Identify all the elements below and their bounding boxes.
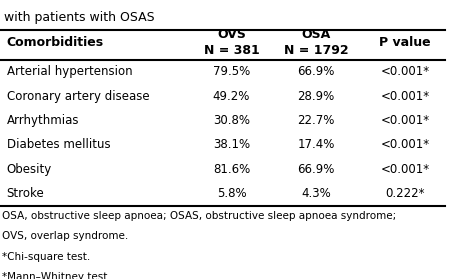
Text: <0.001*: <0.001* bbox=[381, 138, 430, 151]
Text: 66.9%: 66.9% bbox=[298, 163, 335, 175]
Text: <0.001*: <0.001* bbox=[381, 114, 430, 127]
Text: 81.6%: 81.6% bbox=[213, 163, 250, 175]
Text: Stroke: Stroke bbox=[7, 187, 45, 200]
Text: *Mann–Whitney test.: *Mann–Whitney test. bbox=[2, 272, 111, 279]
Text: 38.1%: 38.1% bbox=[213, 138, 250, 151]
Text: Coronary artery disease: Coronary artery disease bbox=[7, 90, 149, 103]
Text: 66.9%: 66.9% bbox=[298, 65, 335, 78]
Text: OVS, overlap syndrome.: OVS, overlap syndrome. bbox=[2, 231, 128, 241]
Text: *Chi-square test.: *Chi-square test. bbox=[2, 252, 91, 262]
Text: OVS
N = 381: OVS N = 381 bbox=[204, 28, 259, 57]
Text: Arrhythmias: Arrhythmias bbox=[7, 114, 79, 127]
Text: with patients with OSAS: with patients with OSAS bbox=[4, 11, 155, 24]
Text: Comorbidities: Comorbidities bbox=[7, 35, 104, 49]
Text: P value: P value bbox=[379, 35, 431, 49]
Text: 4.3%: 4.3% bbox=[301, 187, 331, 200]
Text: Obesity: Obesity bbox=[7, 163, 52, 175]
Text: 49.2%: 49.2% bbox=[213, 90, 250, 103]
Text: OSA
N = 1792: OSA N = 1792 bbox=[284, 28, 348, 57]
Text: 17.4%: 17.4% bbox=[298, 138, 335, 151]
Text: 0.222*: 0.222* bbox=[385, 187, 425, 200]
Text: 5.8%: 5.8% bbox=[217, 187, 246, 200]
Text: 28.9%: 28.9% bbox=[298, 90, 335, 103]
Text: 22.7%: 22.7% bbox=[298, 114, 335, 127]
Text: Diabetes mellitus: Diabetes mellitus bbox=[7, 138, 110, 151]
Text: Arterial hypertension: Arterial hypertension bbox=[7, 65, 132, 78]
Text: 79.5%: 79.5% bbox=[213, 65, 250, 78]
Text: <0.001*: <0.001* bbox=[381, 163, 430, 175]
Text: <0.001*: <0.001* bbox=[381, 90, 430, 103]
Text: OSA, obstructive sleep apnoea; OSAS, obstructive sleep apnoea syndrome;: OSA, obstructive sleep apnoea; OSAS, obs… bbox=[2, 211, 396, 221]
Text: 30.8%: 30.8% bbox=[213, 114, 250, 127]
Text: <0.001*: <0.001* bbox=[381, 65, 430, 78]
